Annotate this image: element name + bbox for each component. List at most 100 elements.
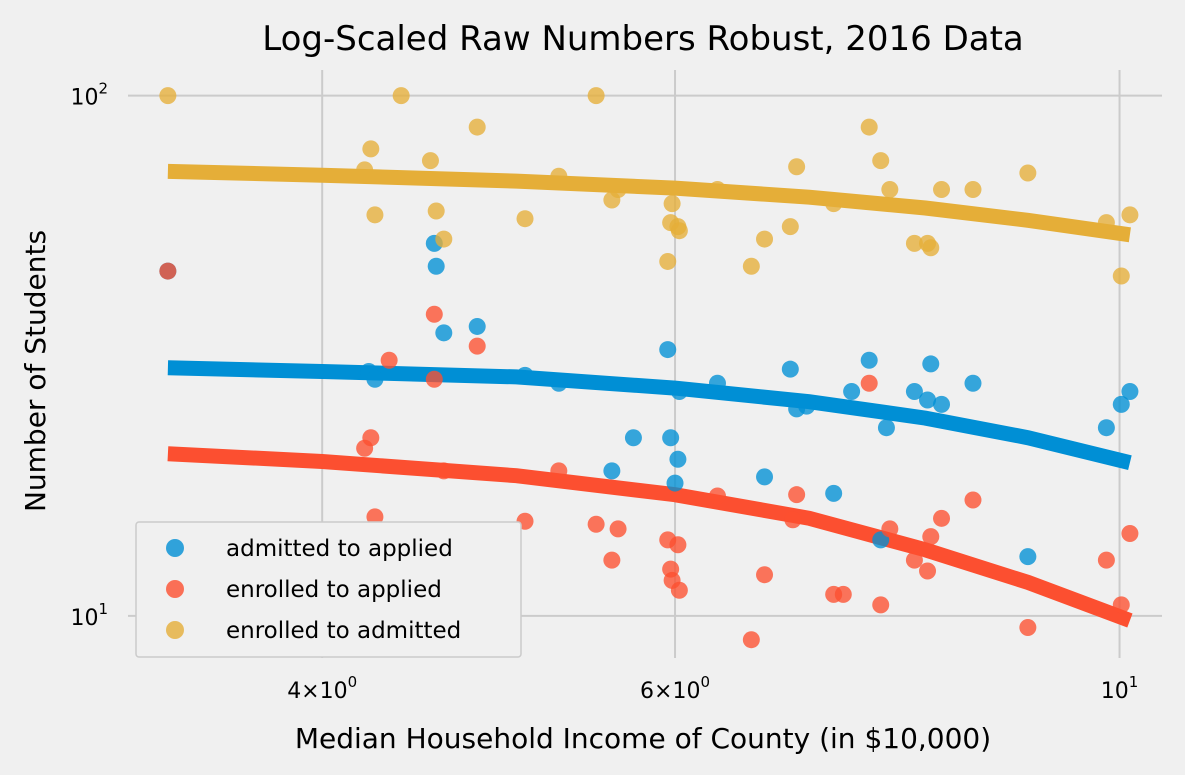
x-tick-exponent-2: 1 — [1129, 673, 1139, 691]
point-enrolled-to-applied-10 — [550, 462, 568, 480]
point-admitted-to-applied-29 — [933, 395, 951, 413]
point-enrolled-to-admitted-14 — [659, 252, 677, 270]
point-admitted-to-applied-32 — [1097, 419, 1115, 437]
legend-label-0: admitted to applied — [226, 536, 453, 562]
point-enrolled-to-admitted-35 — [1112, 267, 1130, 285]
point-enrolled-to-admitted-9 — [516, 210, 534, 228]
point-admitted-to-applied-18 — [781, 360, 799, 378]
point-enrolled-to-admitted-10 — [550, 167, 568, 185]
x-tick-base-2: 10 — [1101, 679, 1129, 704]
point-enrolled-to-applied-33 — [964, 491, 982, 509]
point-enrolled-to-applied-4 — [380, 351, 398, 369]
point-admitted-to-applied-7 — [516, 366, 534, 384]
y-axis-label: Number of Students — [19, 230, 52, 512]
x-tick-base-1: 6×10 — [640, 679, 700, 704]
point-enrolled-to-applied-17 — [669, 536, 687, 554]
x-axis-label: Median Household Income of County (in $1… — [295, 722, 991, 755]
point-enrolled-to-admitted-28 — [905, 234, 923, 252]
legend-label-1: enrolled to applied — [226, 577, 442, 603]
point-admitted-to-applied-17 — [756, 468, 774, 486]
point-enrolled-to-applied-30 — [919, 562, 937, 580]
point-admitted-to-applied-33 — [1112, 395, 1130, 413]
y-tick-label-0: 101 — [70, 600, 108, 631]
point-admitted-to-applied-4 — [427, 257, 445, 275]
point-enrolled-to-applied-31 — [922, 528, 940, 546]
point-enrolled-to-admitted-34 — [1097, 214, 1115, 232]
point-enrolled-to-applied-29 — [905, 551, 923, 569]
point-admitted-to-applied-13 — [666, 474, 684, 492]
point-enrolled-to-applied-23 — [788, 486, 806, 504]
y-tick-base-0: 10 — [70, 606, 98, 631]
point-admitted-to-applied-22 — [843, 382, 861, 400]
point-enrolled-to-applied-25 — [834, 585, 852, 603]
point-enrolled-to-applied-27 — [872, 596, 890, 614]
point-enrolled-to-applied-6 — [425, 370, 443, 388]
point-enrolled-to-applied-12 — [603, 551, 621, 569]
point-enrolled-to-applied-18 — [670, 581, 688, 599]
point-enrolled-to-applied-34 — [1019, 618, 1037, 636]
point-enrolled-to-applied-5 — [425, 305, 443, 323]
x-tick-exponent-1: 0 — [700, 673, 710, 691]
point-admitted-to-applied-26 — [905, 382, 923, 400]
point-enrolled-to-admitted-6 — [427, 202, 445, 220]
point-enrolled-to-applied-13 — [609, 520, 627, 538]
point-enrolled-to-admitted-24 — [825, 195, 843, 213]
legend-marker-1 — [166, 580, 184, 598]
point-admitted-to-applied-12 — [662, 429, 680, 447]
point-enrolled-to-applied-21 — [756, 566, 774, 584]
point-enrolled-to-applied-11 — [587, 515, 605, 533]
point-admitted-to-applied-34 — [1121, 382, 1139, 400]
point-enrolled-to-admitted-11 — [587, 87, 605, 105]
point-admitted-to-applied-2 — [366, 370, 384, 388]
fit-line-enrolled-to-admitted — [167, 163, 1131, 243]
x-tick-label-1: 6×100 — [640, 673, 710, 704]
point-admitted-to-applied-16 — [708, 374, 726, 392]
point-enrolled-to-admitted-31 — [933, 180, 951, 198]
x-tick-label-2: 101 — [1101, 673, 1139, 704]
point-admitted-to-applied-20 — [798, 397, 816, 415]
point-enrolled-to-admitted-13 — [609, 180, 627, 198]
point-enrolled-to-admitted-36 — [1121, 206, 1139, 224]
point-admitted-to-applied-28 — [922, 355, 940, 373]
point-admitted-to-applied-30 — [964, 374, 982, 392]
x-tick-base-0: 4×10 — [287, 679, 347, 704]
y-tick-exponent-1: 2 — [98, 80, 108, 98]
point-enrolled-to-applied-32 — [933, 509, 951, 527]
point-enrolled-to-admitted-26 — [872, 152, 890, 170]
point-enrolled-to-applied-20 — [742, 631, 760, 649]
point-enrolled-to-applied-35 — [1097, 551, 1115, 569]
point-enrolled-to-applied-26 — [860, 374, 878, 392]
point-enrolled-to-admitted-8 — [468, 118, 486, 136]
point-admitted-to-applied-11 — [659, 341, 677, 359]
point-admitted-to-applied-15 — [670, 382, 688, 400]
legend-frame — [135, 521, 522, 658]
point-enrolled-to-admitted-1 — [356, 161, 374, 179]
point-admitted-to-applied-27 — [919, 391, 937, 409]
point-admitted-to-applied-10 — [624, 429, 642, 447]
point-enrolled-to-admitted-3 — [366, 206, 384, 224]
point-enrolled-to-admitted-30 — [922, 239, 940, 257]
point-enrolled-to-admitted-16 — [663, 195, 681, 213]
point-enrolled-to-admitted-4 — [392, 87, 410, 105]
point-admitted-to-applied-25 — [877, 419, 895, 437]
point-admitted-to-applied-14 — [669, 450, 687, 468]
legend-label-2: enrolled to admitted — [226, 618, 461, 644]
point-enrolled-to-admitted-23 — [788, 158, 806, 176]
chart-title: Log-Scaled Raw Numbers Robust, 2016 Data — [262, 19, 1024, 59]
point-enrolled-to-admitted-2 — [362, 140, 380, 158]
legend-marker-2 — [166, 621, 184, 639]
legend-marker-0 — [166, 539, 184, 557]
y-tick-base-1: 10 — [70, 86, 98, 111]
point-admitted-to-applied-21 — [825, 484, 843, 502]
point-enrolled-to-admitted-5 — [421, 152, 439, 170]
point-admitted-to-applied-8 — [550, 374, 568, 392]
point-admitted-to-applied-6 — [468, 317, 486, 335]
point-enrolled-to-admitted-0 — [159, 87, 177, 105]
point-enrolled-to-admitted-32 — [964, 180, 982, 198]
point-enrolled-to-applied-8 — [468, 337, 486, 355]
point-admitted-to-applied-5 — [435, 324, 453, 342]
point-enrolled-to-applied-7 — [435, 462, 453, 480]
point-enrolled-to-applied-3 — [366, 508, 384, 526]
